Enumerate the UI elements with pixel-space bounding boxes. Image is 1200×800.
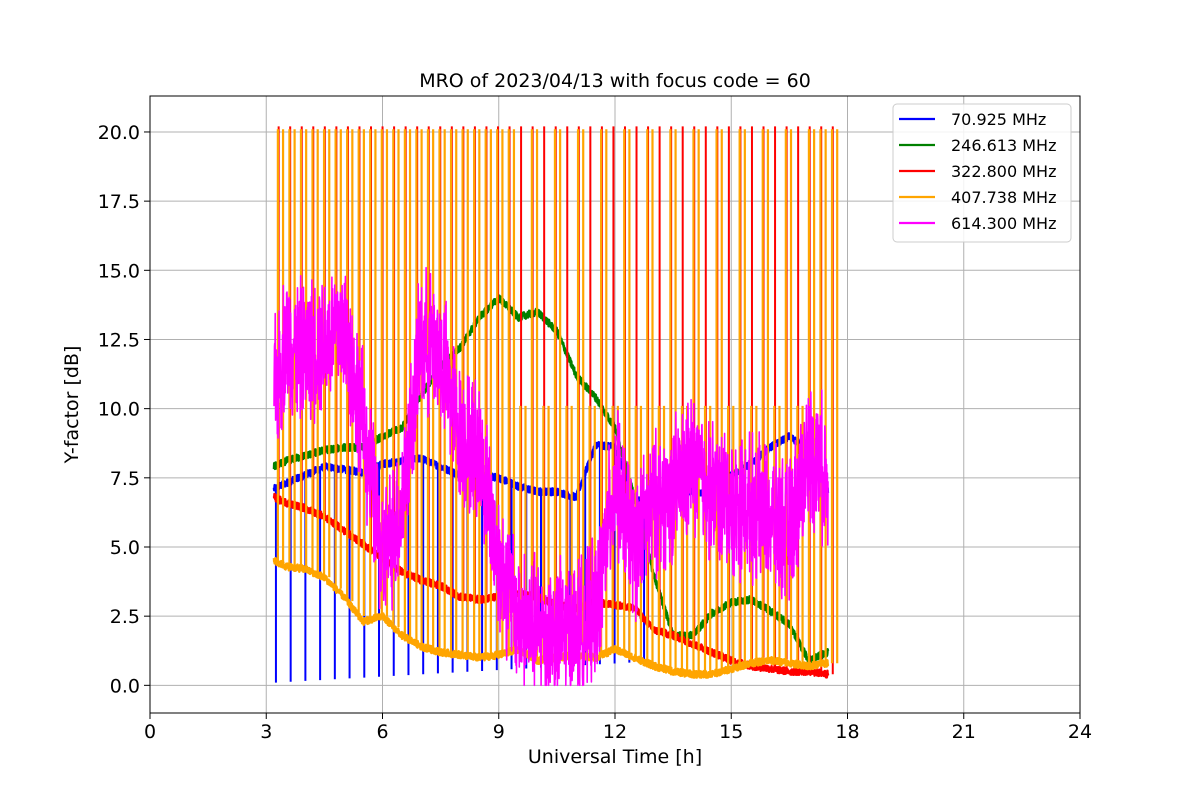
legend-label: 246.613 MHz [951,136,1056,155]
y-tick-label: 20.0 [98,122,140,144]
x-tick-label: 24 [1068,721,1092,743]
x-tick-label: 9 [493,721,505,743]
y-tick-label: 12.5 [98,329,140,351]
y-tick-label: 2.5 [110,606,140,628]
y-tick-label: 7.5 [110,468,140,490]
x-tick-label: 6 [376,721,388,743]
x-tick-label: 3 [260,721,272,743]
x-tick-label: 12 [603,721,627,743]
legend-label: 614.300 MHz [951,214,1056,233]
x-axis-label: Universal Time [h] [528,746,702,768]
ticks: 0 3 6 9 12 15 18 21 24 0.0 2.5 5.0 7.5 10.0 12.5 15.0 17… [98,122,1092,743]
legend: 70.925 MHz 246.613 MHz 322.800 MHz 407.738 … [892,103,1072,243]
legend-box [892,103,1072,243]
y-tick-label: 0.0 [110,675,140,697]
y-tick-label: 17.5 [98,191,140,213]
legend-label: 407.738 MHz [951,188,1056,207]
series-layer [272,126,839,687]
chart-title: MRO of 2023/04/13 with focus code = 60 [419,70,811,92]
x-tick-label: 15 [719,721,743,743]
legend-label: 322.800 MHz [951,162,1056,181]
y-tick-label: 15.0 [98,260,140,282]
y-axis-label: Y-factor [dB] [61,346,83,465]
y-tick-label: 5.0 [110,537,140,559]
x-tick-label: 0 [144,721,156,743]
x-tick-label: 18 [835,721,859,743]
series-line-614-300 [273,266,829,687]
x-tick-label: 21 [952,721,976,743]
y-tick-label: 10.0 [98,399,140,421]
legend-label: 70.925 MHz [951,110,1046,129]
